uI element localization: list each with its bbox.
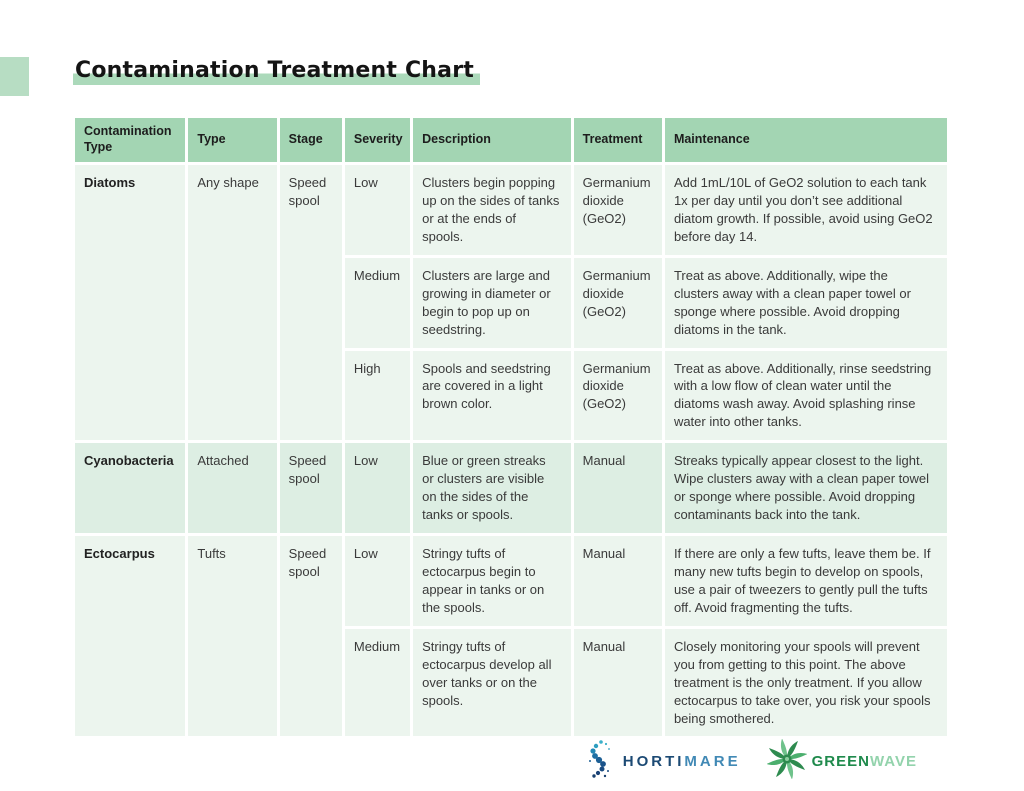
cell-description: Clusters begin popping up on the sides o… (413, 165, 571, 255)
header-description: Description (413, 118, 571, 162)
cell-description: Clusters are large and growing in diamet… (413, 257, 571, 348)
cell-treatment: Germanium dioxide (GeO2) (573, 350, 662, 441)
header-row: Contamination Type Type Stage Severity D… (75, 118, 947, 162)
cell-severity: Low (344, 536, 411, 626)
header-maintenance: Maintenance (664, 118, 947, 162)
hortimare-wordmark: HORTIMARE (622, 752, 741, 770)
cell-description: Stringy tufts of ectocarpus develop all … (413, 628, 571, 737)
cell-maintenance: Closely monitoring your spools will prev… (664, 628, 947, 737)
greenwave-spiral-icon (766, 737, 808, 784)
cell-maintenance: Add 1mL/10L of GeO2 solution to each tan… (664, 165, 947, 255)
cell-severity: Medium (344, 257, 411, 348)
cell-stage: Speed spool (279, 536, 342, 737)
page-title: Contamination Treatment Chart (73, 58, 480, 85)
cell-maintenance: If there are only a few tufts, leave the… (664, 536, 947, 626)
cell-type: Tufts (188, 536, 277, 737)
header-stage: Stage (279, 118, 342, 162)
cell-contamination-type: Cyanobacteria (75, 443, 186, 533)
cell-treatment: Manual (573, 536, 662, 626)
header-contamination-type: Contamination Type (75, 118, 186, 162)
cell-treatment: Germanium dioxide (GeO2) (573, 257, 662, 348)
cell-maintenance: Streaks typically appear closest to the … (664, 443, 947, 533)
contamination-table: Contamination Type Type Stage Severity D… (72, 115, 950, 739)
cell-maintenance: Treat as above. Additionally, wipe the c… (664, 257, 947, 348)
cell-severity: Low (344, 443, 411, 533)
cell-stage: Speed spool (279, 165, 342, 441)
cell-description: Spools and seedstring are covered in a l… (413, 350, 571, 441)
cell-stage: Speed spool (279, 443, 342, 533)
table-row: Cyanobacteria Attached Speed spool Low B… (75, 443, 947, 533)
accent-square (0, 57, 29, 96)
hortimare-helix-icon (588, 738, 614, 785)
hortimare-logo: HORTIMARE (588, 738, 741, 785)
header-type: Type (188, 118, 277, 162)
cell-treatment: Manual (573, 443, 662, 533)
cell-contamination-type: Diatoms (75, 165, 186, 441)
table-row: Ectocarpus Tufts Speed spool Low Stringy… (75, 536, 947, 737)
cell-severity: Medium (344, 628, 411, 737)
cell-description: Stringy tufts of ectocarpus begin to app… (413, 536, 571, 626)
cell-maintenance: Treat as above. Additionally, rinse seed… (664, 350, 947, 441)
greenwave-wordmark: GREENWAVE (811, 752, 917, 770)
cell-type: Any shape (188, 165, 277, 441)
greenwave-logo: GREENWAVE (766, 737, 917, 784)
table-row: Diatoms Any shape Speed spool Low Cluste… (75, 165, 947, 441)
cell-treatment: Manual (573, 628, 662, 737)
header-treatment: Treatment (573, 118, 662, 162)
cell-contamination-type: Ectocarpus (75, 536, 186, 737)
cell-treatment: Germanium dioxide (GeO2) (573, 165, 662, 255)
cell-severity: High (344, 350, 411, 441)
contamination-table-wrap: Contamination Type Type Stage Severity D… (75, 118, 953, 739)
cell-description: Blue or green streaks or clusters are vi… (413, 443, 571, 533)
footer-logos: HORTIMARE (588, 736, 917, 786)
cell-type: Attached (188, 443, 277, 533)
table-row: Medium Stringy tufts of ectocarpus devel… (75, 628, 947, 737)
table-row: Medium Clusters are large and growing in… (75, 257, 947, 348)
table-row: High Spools and seedstring are covered i… (75, 350, 947, 441)
header-severity: Severity (344, 118, 411, 162)
cell-severity: Low (344, 165, 411, 255)
